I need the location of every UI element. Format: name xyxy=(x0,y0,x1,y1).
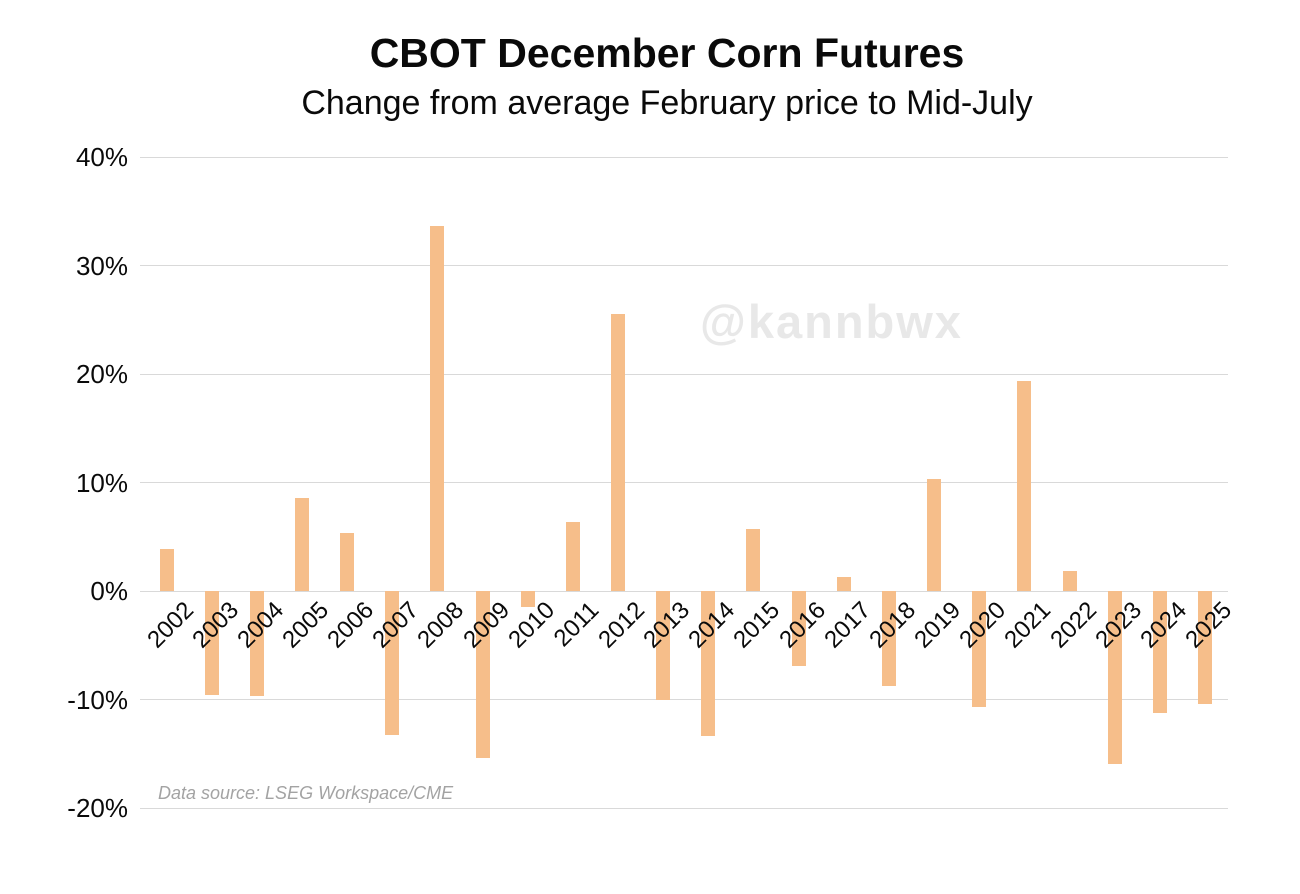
y-tick-label: 30% xyxy=(75,250,128,281)
x-tick-label-2002: 2002 xyxy=(141,596,199,654)
bar-2003 xyxy=(204,591,219,696)
y-tick-label: 10% xyxy=(75,467,128,498)
data-source-note: Data source: LSEG Workspace/CME xyxy=(158,783,454,803)
bar-2024 xyxy=(1152,591,1167,713)
bar-2023 xyxy=(1107,591,1122,764)
bar-2005 xyxy=(294,497,309,591)
x-tick-label-2012: 2012 xyxy=(593,596,651,654)
x-tick-label-2022: 2022 xyxy=(1044,596,1102,654)
bar-2017 xyxy=(836,576,851,591)
bar-2021 xyxy=(1017,380,1032,591)
x-tick-label-2008: 2008 xyxy=(412,596,470,654)
bar-2014 xyxy=(701,591,716,737)
gridline-30% xyxy=(140,265,1228,266)
bar-2020 xyxy=(972,591,987,708)
gridline--20% xyxy=(140,807,1228,809)
x-tick-label-2006: 2006 xyxy=(322,596,380,654)
y-tick-label: -10% xyxy=(67,684,128,715)
y-tick-label: 0% xyxy=(90,576,128,606)
bar-2019 xyxy=(927,479,942,591)
x-tick-label-2005: 2005 xyxy=(277,596,335,654)
bar-2002 xyxy=(159,548,174,591)
x-tick-label-2019: 2019 xyxy=(909,596,967,654)
gridline-40% xyxy=(140,156,1228,158)
y-tick-label: 20% xyxy=(75,359,128,389)
bar-2013 xyxy=(656,591,671,700)
gridline-20% xyxy=(140,373,1228,375)
x-tick-label-2015: 2015 xyxy=(728,596,786,654)
chart-subtitle: Change from average February price to Mi… xyxy=(301,84,1033,122)
x-tick-label-2011: 2011 xyxy=(548,596,605,653)
gridline--10% xyxy=(140,699,1228,700)
bar-2022 xyxy=(1062,571,1077,591)
bar-2018 xyxy=(881,591,896,687)
watermark-text: @kannbwx xyxy=(700,295,963,348)
bar-2012 xyxy=(611,314,625,591)
bar-2009 xyxy=(475,591,490,759)
bar-2010 xyxy=(520,591,535,608)
x-tick-label-2010: 2010 xyxy=(502,596,560,654)
bar-2007 xyxy=(385,591,400,736)
bar-2016 xyxy=(791,591,806,666)
y-tick-label: -20% xyxy=(67,793,128,823)
bar-2025 xyxy=(1197,591,1212,704)
x-tick-label-2021: 2021 xyxy=(999,596,1057,654)
chart-title: CBOT December Corn Futures xyxy=(369,30,965,76)
gridline-10% xyxy=(140,482,1228,483)
x-tick-label-2017: 2017 xyxy=(818,596,876,654)
y-tick-label: 40% xyxy=(75,142,128,172)
bar-2011 xyxy=(565,521,580,591)
bar-2008 xyxy=(430,226,445,591)
bar-2015 xyxy=(746,529,761,591)
gridline-0% xyxy=(140,590,1228,592)
bar-2004 xyxy=(249,591,264,697)
bar-2006 xyxy=(340,533,355,591)
